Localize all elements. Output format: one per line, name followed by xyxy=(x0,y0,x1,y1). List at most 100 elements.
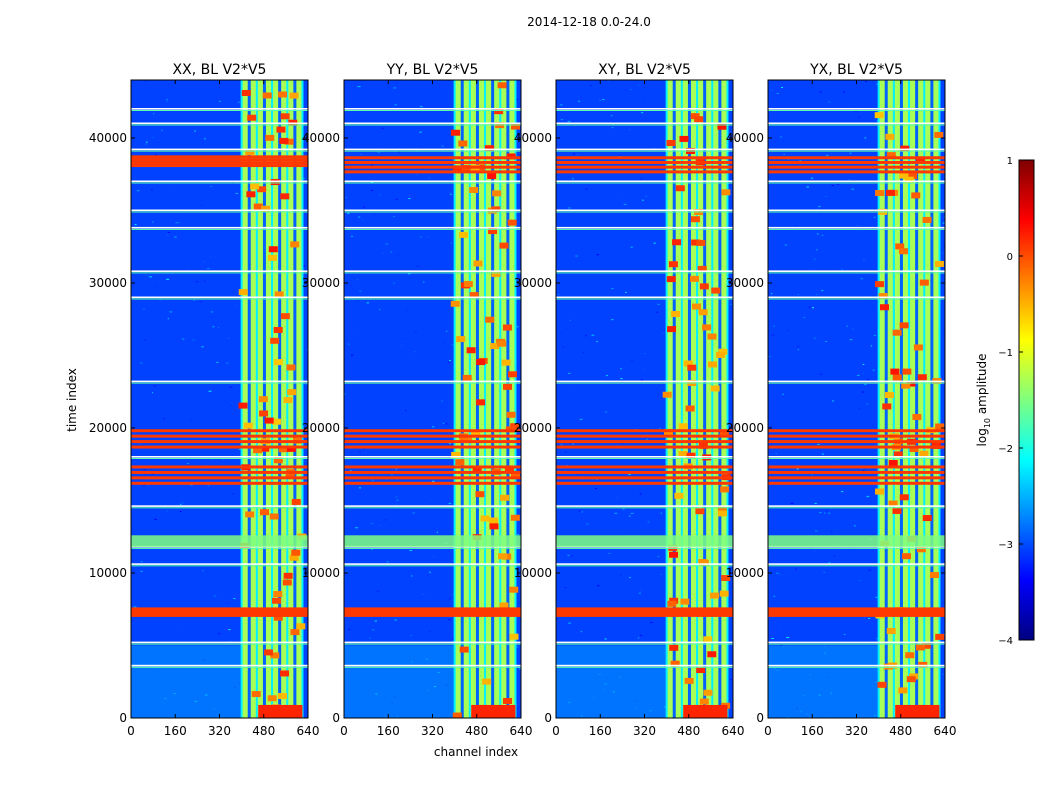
noise-pixel xyxy=(578,100,581,102)
rfi-hot-cell xyxy=(510,472,520,479)
flag-row xyxy=(344,209,521,212)
rfi-hot-cell xyxy=(290,241,300,248)
noise-pixel xyxy=(518,668,521,670)
rfi-time-line xyxy=(768,481,945,485)
rfi-hot-cell xyxy=(913,344,923,351)
rfi-hot-cell xyxy=(274,291,284,298)
noise-pixel xyxy=(443,342,446,344)
noise-pixel xyxy=(826,154,829,156)
rfi-hot-cell xyxy=(717,506,727,513)
noise-pixel xyxy=(441,145,444,147)
flag-row xyxy=(556,122,733,125)
rfi-hot-cell xyxy=(264,417,274,424)
rfi-hot-cell xyxy=(450,300,460,307)
noise-pixel xyxy=(852,328,854,330)
noise-pixel xyxy=(853,525,856,527)
flag-row xyxy=(556,226,733,229)
noise-pixel xyxy=(572,443,574,445)
noise-pixel xyxy=(615,497,619,499)
noise-pixel xyxy=(769,426,771,428)
rfi-hot-cell xyxy=(472,467,482,474)
flag-row-edge xyxy=(344,643,521,645)
noise-pixel xyxy=(730,303,732,305)
noise-pixel xyxy=(831,531,833,533)
rfi-hot-cell xyxy=(696,239,706,246)
noise-pixel xyxy=(769,443,773,445)
rfi-hot-cell xyxy=(500,494,510,501)
rfi-hot-cell xyxy=(919,450,929,457)
noise-pixel xyxy=(302,177,305,179)
noise-pixel xyxy=(619,154,621,156)
flag-row xyxy=(344,563,521,565)
rfi-hot-cell xyxy=(721,575,731,582)
y-tick-label: 10000 xyxy=(89,566,127,580)
rfi-hot-cell xyxy=(922,515,932,522)
rfi-green-band xyxy=(556,535,733,547)
colorbar-label: log10 amplitude xyxy=(975,354,992,447)
noise-pixel xyxy=(664,567,667,569)
noise-pixel xyxy=(567,554,571,556)
rfi-time-line xyxy=(131,611,308,615)
noise-pixel xyxy=(572,178,574,180)
noise-pixel xyxy=(360,153,362,155)
rfi-time-line xyxy=(556,481,733,485)
noise-pixel xyxy=(843,633,846,635)
noise-pixel xyxy=(604,411,608,413)
noise-pixel xyxy=(358,216,361,218)
flag-row-edge xyxy=(131,298,308,300)
channel-edge xyxy=(711,80,714,718)
rfi-time-line xyxy=(768,609,945,613)
noise-pixel xyxy=(624,89,628,91)
rfi-hot-cell xyxy=(690,216,700,223)
noise-pixel xyxy=(364,491,367,493)
noise-pixel xyxy=(230,403,233,405)
rfi-hot-cell xyxy=(686,452,696,459)
noise-pixel xyxy=(873,216,876,218)
rfi-hot-cell xyxy=(278,91,288,98)
rfi-hot-cell xyxy=(934,260,944,267)
rfi-hot-cell xyxy=(675,185,685,192)
noise-pixel xyxy=(370,522,374,524)
noise-pixel xyxy=(392,282,395,284)
noise-pixel xyxy=(827,101,831,103)
noise-pixel xyxy=(349,469,352,471)
noise-pixel xyxy=(201,345,203,347)
colorbar-tick-label: 0 xyxy=(1007,252,1013,263)
rfi-green-band xyxy=(131,535,308,547)
noise-pixel xyxy=(862,363,865,365)
flag-row-edge xyxy=(556,124,733,126)
noise-pixel xyxy=(824,195,828,197)
rfi-hot-cell xyxy=(898,687,908,694)
noise-pixel xyxy=(864,137,867,139)
flag-row xyxy=(344,664,521,667)
noise-pixel xyxy=(780,644,783,646)
flag-row-edge xyxy=(768,211,945,213)
rfi-hot-cell xyxy=(459,646,469,653)
noise-pixel xyxy=(423,281,425,283)
channel-gap xyxy=(687,80,691,718)
rfi-hot-cell xyxy=(892,507,902,514)
noise-pixel xyxy=(166,234,168,236)
rfi-hot-cell xyxy=(286,445,296,452)
noise-pixel xyxy=(410,634,412,636)
rfi-hot-cell xyxy=(289,92,299,99)
flag-row xyxy=(768,180,945,183)
rfi-hot-cell xyxy=(878,293,888,300)
rfi-time-line xyxy=(344,470,521,474)
noise-pixel xyxy=(190,484,193,486)
noise-pixel xyxy=(818,206,821,208)
noise-pixel xyxy=(868,617,871,619)
flag-row xyxy=(768,148,945,151)
noise-pixel xyxy=(812,264,815,266)
noise-pixel xyxy=(213,595,217,597)
noise-pixel xyxy=(517,534,519,536)
noise-pixel xyxy=(825,340,827,342)
rfi-hot-cell xyxy=(678,450,688,457)
colorbar: 1 0 −1 −2 −3 −4 log10 amplitude xyxy=(975,156,1035,647)
rfi-hot-cell xyxy=(667,600,677,607)
rfi-hot-cell xyxy=(280,193,290,200)
y-tick-label: 30000 xyxy=(302,276,340,290)
noise-pixel xyxy=(363,448,366,450)
noise-pixel xyxy=(232,183,234,185)
noise-pixel xyxy=(590,85,592,87)
